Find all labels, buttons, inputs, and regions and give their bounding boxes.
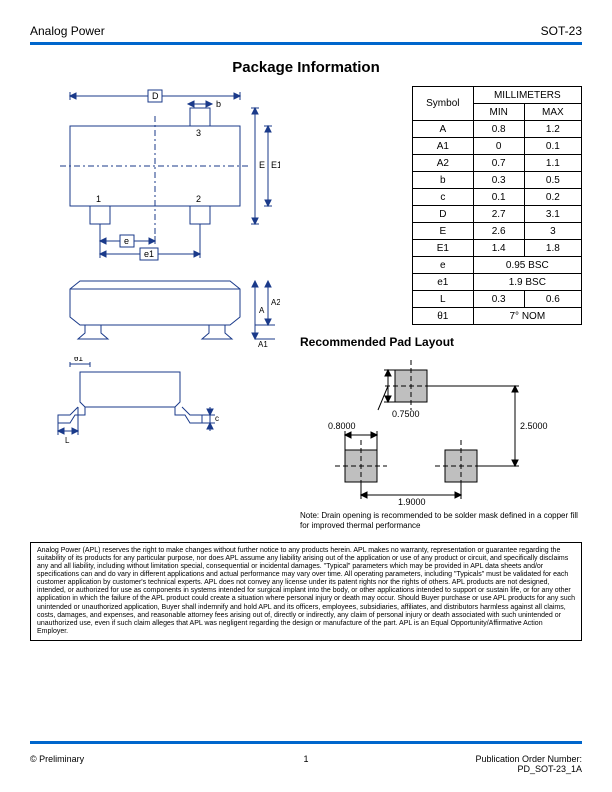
header-rule — [30, 42, 582, 45]
pad-dim-height: 2.5000 — [520, 421, 548, 431]
table-row: E2.63 — [413, 223, 582, 240]
footer-page: 1 — [303, 754, 308, 764]
page-title: Package Information — [30, 59, 582, 76]
dimensions-table: Symbol MILLIMETERS MIN MAX A0.81.2A100.1… — [412, 86, 582, 325]
footer: © Preliminary 1 Publication Order Number… — [30, 754, 582, 774]
right-column: Symbol MILLIMETERS MIN MAX A0.81.2A100.1… — [300, 86, 582, 530]
label-A: A — [259, 306, 265, 315]
label-L: L — [65, 436, 70, 445]
table-row: A0.81.2 — [413, 121, 582, 138]
label-e: e — [124, 236, 129, 246]
end-view-drawing: θ1 L c — [30, 357, 280, 447]
disclaimer-box: Analog Power (APL) reserves the right to… — [30, 542, 582, 641]
table-row: A20.71.1 — [413, 155, 582, 172]
table-row: A100.1 — [413, 138, 582, 155]
footer-left: © Preliminary — [30, 754, 84, 774]
th-symbol: Symbol — [413, 87, 474, 121]
pad-dim-h: 0.7500 — [392, 409, 420, 419]
label-theta: θ1 — [74, 357, 83, 363]
table-row: L0.30.6 — [413, 291, 582, 308]
label-A1: A1 — [258, 340, 268, 349]
label-E1: E1 — [271, 160, 280, 170]
th-units: MILLIMETERS — [473, 87, 581, 104]
table-row: θ17° NOM — [413, 308, 582, 325]
side-view-drawing: A A2 A1 — [30, 269, 280, 349]
table-row: e11.9 BSC — [413, 274, 582, 291]
table-row: e0.95 BSC — [413, 257, 582, 274]
top-view-drawing: D b E E1 e e1 1 2 3 — [30, 86, 280, 261]
pad-layout-note: Note: Drain opening is recommended to be… — [300, 511, 582, 530]
header-left: Analog Power — [30, 24, 105, 38]
label-D: D — [152, 91, 159, 101]
pin-1: 1 — [96, 194, 101, 204]
footer-right: Publication Order Number: PD_SOT-23_1A — [475, 754, 582, 774]
table-row: E11.41.8 — [413, 240, 582, 257]
header: Analog Power SOT-23 — [30, 24, 582, 38]
pin-3: 3 — [196, 128, 201, 138]
label-e1: e1 — [144, 249, 154, 259]
label-A2: A2 — [271, 298, 280, 307]
table-row: c0.10.2 — [413, 189, 582, 206]
th-min: MIN — [473, 104, 524, 121]
label-b: b — [216, 99, 221, 109]
table-row: D2.73.1 — [413, 206, 582, 223]
footer-rule — [30, 741, 582, 744]
header-right: SOT-23 — [541, 24, 582, 38]
pad-dim-pitch: 1.9000 — [398, 497, 426, 505]
th-max: MAX — [524, 104, 581, 121]
label-c: c — [215, 414, 219, 423]
pin-2: 2 — [196, 194, 201, 204]
drawings-column: D b E E1 e e1 1 2 3 — [30, 86, 280, 530]
pad-layout-heading: Recommended Pad Layout — [300, 335, 582, 349]
pad-layout-drawing: 0.8000 0.7500 1.9000 2.5000 — [300, 355, 582, 505]
table-row: b0.30.5 — [413, 172, 582, 189]
pad-dim-w: 0.8000 — [328, 421, 356, 431]
label-E: E — [259, 160, 265, 170]
